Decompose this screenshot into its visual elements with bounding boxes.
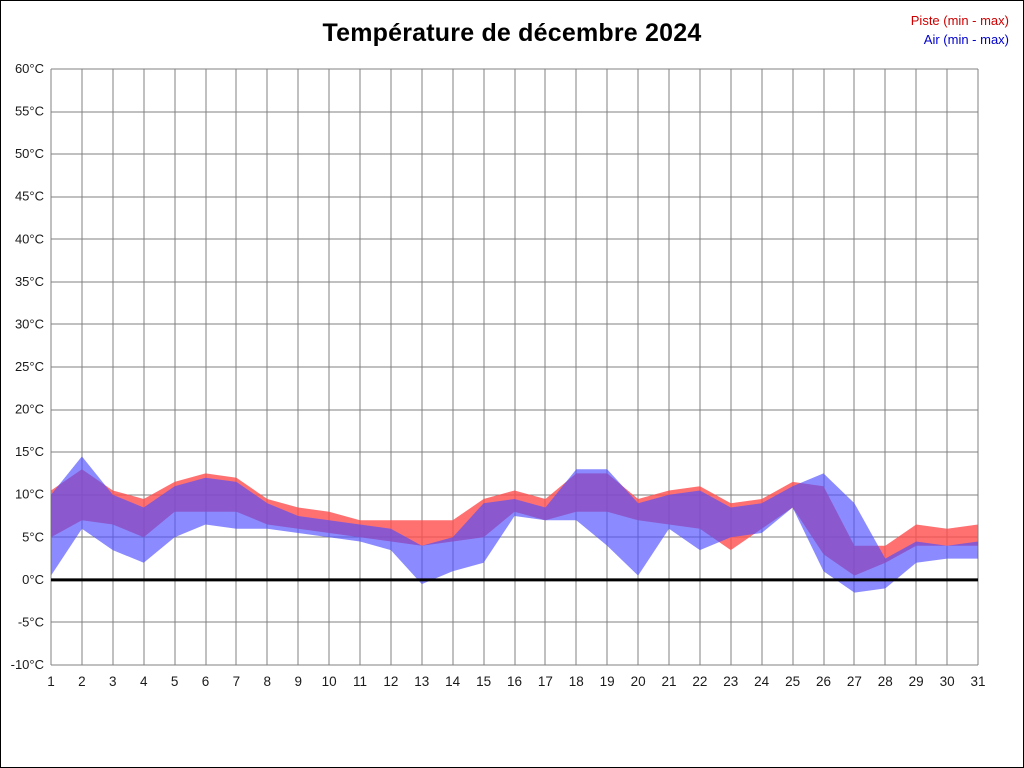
x-tick-label: 27 bbox=[847, 674, 862, 689]
y-tick-label: 40°C bbox=[15, 231, 44, 246]
x-tick-label: 19 bbox=[600, 674, 615, 689]
x-tick-label: 15 bbox=[476, 674, 491, 689]
x-tick-label: 24 bbox=[754, 674, 770, 689]
x-tick-label: 26 bbox=[816, 674, 831, 689]
x-tick-label: 6 bbox=[202, 674, 210, 689]
x-tick-label: 10 bbox=[322, 674, 337, 689]
x-tick-label: 30 bbox=[940, 674, 955, 689]
chart-legend: Piste (min - max) Air (min - max) bbox=[911, 11, 1009, 49]
x-tick-label: 21 bbox=[661, 674, 676, 689]
y-axis-labels: 60°C 55°C 50°C 45°C 40°C 35°C 30°C 25°C 20°C 15°C… bbox=[11, 61, 44, 672]
x-tick-label: 13 bbox=[414, 674, 429, 689]
x-tick-label: 8 bbox=[264, 674, 272, 689]
y-tick-label: -5°C bbox=[18, 614, 44, 629]
y-tick-label: 35°C bbox=[15, 274, 44, 289]
x-tick-label: 7 bbox=[233, 674, 241, 689]
x-tick-label: 5 bbox=[171, 674, 179, 689]
x-tick-label: 14 bbox=[445, 674, 461, 689]
x-tick-label: 4 bbox=[140, 674, 148, 689]
y-tick-label: 10°C bbox=[15, 487, 44, 502]
x-tick-label: 28 bbox=[878, 674, 893, 689]
x-tick-label: 23 bbox=[723, 674, 738, 689]
x-tick-label: 12 bbox=[383, 674, 398, 689]
x-tick-label: 11 bbox=[353, 674, 367, 689]
x-tick-label: 18 bbox=[569, 674, 584, 689]
y-tick-label: 20°C bbox=[15, 402, 44, 417]
x-tick-label: 31 bbox=[970, 674, 985, 689]
y-tick-label: 45°C bbox=[15, 189, 44, 204]
y-tick-label: 5°C bbox=[22, 529, 44, 544]
x-tick-label: 22 bbox=[692, 674, 707, 689]
y-tick-label: 55°C bbox=[15, 104, 44, 119]
x-tick-label: 16 bbox=[507, 674, 522, 689]
x-tick-label: 1 bbox=[47, 674, 55, 689]
x-axis-labels: 1 2 3 4 5 6 7 8 9 10 11 12 13 14 15 16 17 18 19 20 21 22 23 24 2… bbox=[47, 674, 985, 689]
legend-item-air: Air (min - max) bbox=[923, 32, 1009, 47]
x-tick-label: 25 bbox=[785, 674, 800, 689]
x-tick-label: 17 bbox=[538, 674, 553, 689]
x-tick-label: 2 bbox=[78, 674, 86, 689]
y-tick-label: -10°C bbox=[11, 657, 44, 672]
y-tick-label: 0°C bbox=[22, 572, 44, 587]
x-tick-label: 3 bbox=[109, 674, 117, 689]
x-tick-label: 20 bbox=[631, 674, 646, 689]
x-tick-label: 9 bbox=[294, 674, 302, 689]
y-tick-label: 15°C bbox=[15, 444, 44, 459]
chart-title: Température de décembre 2024 bbox=[322, 19, 702, 47]
x-tick-label: 29 bbox=[909, 674, 924, 689]
legend-item-piste: Piste (min - max) bbox=[910, 13, 1009, 28]
y-tick-label: 25°C bbox=[15, 359, 44, 374]
y-tick-label: 30°C bbox=[15, 316, 44, 331]
y-tick-label: 60°C bbox=[15, 61, 44, 76]
y-tick-label: 50°C bbox=[15, 146, 44, 161]
